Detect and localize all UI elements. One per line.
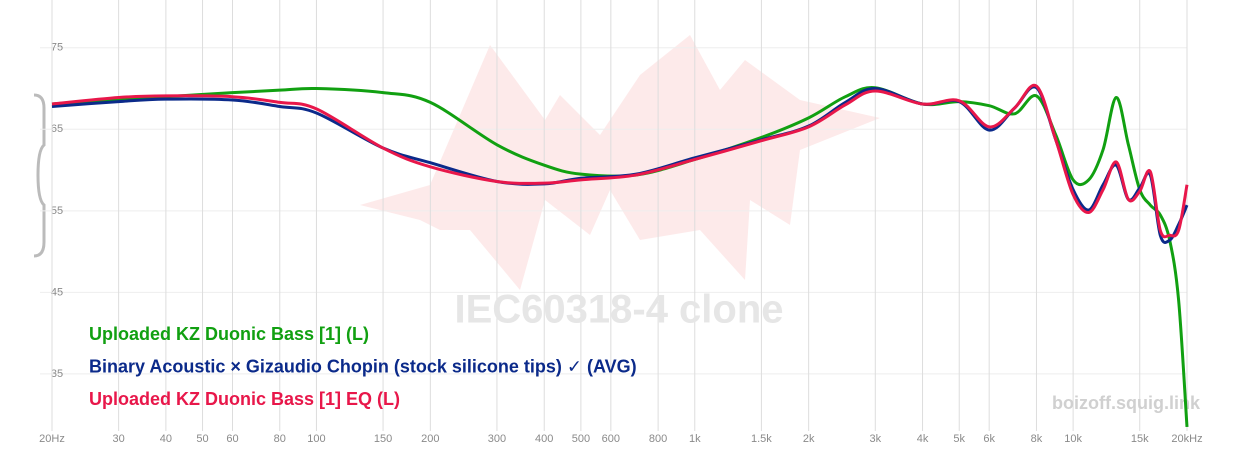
y-tick-label: 65: [51, 123, 63, 135]
x-tick-label: 100: [307, 433, 325, 445]
x-tick-label: 20kHz: [1171, 433, 1202, 445]
x-tick-label: 500: [572, 433, 590, 445]
x-tick-label: 1k: [689, 433, 701, 445]
x-tick-label: 60: [226, 433, 238, 445]
x-tick-label: 8k: [1031, 433, 1043, 445]
x-tick-label: 5k: [953, 433, 965, 445]
x-tick-label: 800: [649, 433, 667, 445]
legend-entry: Uploaded KZ Duonic Bass [1] (L): [89, 324, 369, 344]
x-tick-label: 3k: [869, 433, 881, 445]
y-tick-label: 55: [51, 205, 63, 217]
x-tick-label: 600: [602, 433, 620, 445]
x-tick-label: 200: [421, 433, 439, 445]
x-tick-label: 10k: [1064, 433, 1082, 445]
x-tick-label: 50: [196, 433, 208, 445]
x-tick-label: 300: [488, 433, 506, 445]
x-tick-label: 1.5k: [751, 433, 772, 445]
x-tick-label: 400: [535, 433, 553, 445]
watermark-logo: [360, 35, 880, 290]
y-tick-label: 35: [51, 368, 63, 380]
legend: Uploaded KZ Duonic Bass [1] (L) Binary Ac…: [89, 324, 637, 409]
site-label: boizoff.squig.link: [1052, 393, 1201, 413]
y-tick-label: 75: [51, 42, 63, 54]
series-line: [51, 83, 1189, 239]
side-handle: [33, 93, 46, 258]
grid: 35 45 55 65 75 20Hz 30 40 50 60 80 100 150 200 300 400 5…: [39, 0, 1203, 445]
y-tick-label: 45: [51, 286, 63, 298]
lines: [51, 83, 1189, 428]
legend-entry: Binary Acoustic × Gizaudio Chopin (stock…: [89, 356, 637, 376]
watermark: IEC60318-4 clone: [454, 288, 783, 332]
x-tick-label: 2k: [803, 433, 815, 445]
legend-entry: Uploaded KZ Duonic Bass [1] EQ (L): [89, 389, 400, 409]
x-tick-label: 150: [374, 433, 392, 445]
x-tick-label: 4k: [917, 433, 929, 445]
x-tick-label: 20Hz: [39, 433, 65, 445]
x-tick-label: 15k: [1131, 433, 1149, 445]
x-tick-label: 40: [160, 433, 172, 445]
x-tick-label: 6k: [983, 433, 995, 445]
x-tick-label: 30: [112, 433, 124, 445]
x-tick-label: 80: [274, 433, 286, 445]
